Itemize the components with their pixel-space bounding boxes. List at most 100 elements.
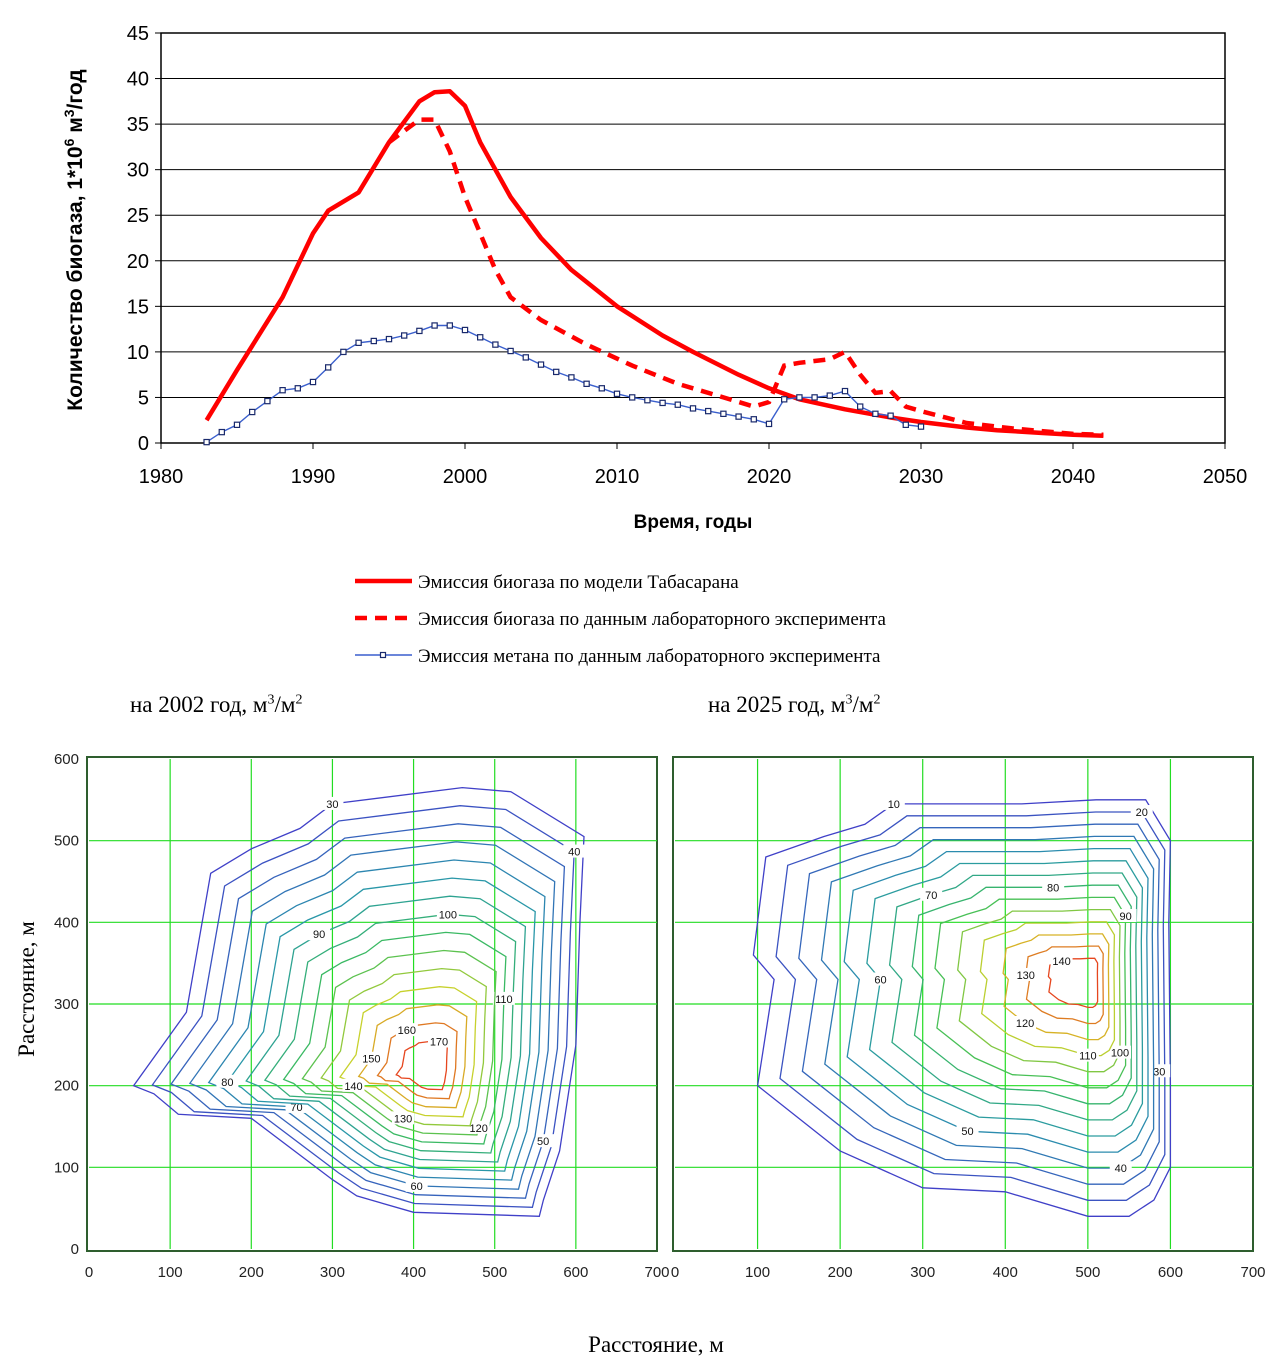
contour-x-axis-label: Расстояние, м [588, 1332, 724, 1357]
contour-label-bg [308, 927, 331, 941]
series-point [385, 335, 393, 343]
contour-label-bg [1076, 1048, 1099, 1062]
contour-line [376, 1022, 458, 1100]
series-point [294, 385, 302, 392]
x-tick-label: 2000 [443, 466, 488, 488]
contour-label-bg [392, 1111, 415, 1125]
x-axis-label: Время, годы [634, 512, 753, 533]
series-point [750, 416, 758, 423]
series-point [689, 405, 697, 412]
contour-line [843, 847, 1149, 1153]
series-point [583, 380, 590, 388]
contour-label: 70 [290, 1102, 302, 1114]
x-tick-label: 2010 [595, 466, 640, 488]
y-axis-label: Количество биогаза, 1*106 м3/год [61, 69, 87, 411]
y-axis-label-part: /год [64, 69, 87, 109]
x-tick-label: 700 [644, 1264, 669, 1281]
contour-line [395, 1040, 448, 1091]
contour-label: 30 [1153, 1066, 1165, 1078]
series-point [872, 410, 879, 418]
contour-label-bg [216, 1074, 239, 1088]
contour-label-bg [467, 1120, 490, 1134]
y-axis-label-part: м [64, 117, 87, 138]
series-point [735, 413, 742, 420]
contour-label: 90 [313, 929, 325, 941]
y-axis-label-sup: 3 [61, 109, 77, 117]
contour-line [132, 786, 585, 1217]
contour-2002-x-ticks: 0 100 200 300 400 500 600 700 [85, 1264, 670, 1281]
contour-label-bg [492, 991, 515, 1005]
contour-label-bg [869, 972, 892, 986]
contour-label-bg [360, 1051, 383, 1065]
contour-line [207, 859, 546, 1181]
contour-line [301, 949, 497, 1136]
x-tick-label: 600 [563, 1264, 588, 1281]
y-tick-label: 30 [127, 160, 149, 182]
contour-label: 50 [537, 1136, 549, 1148]
contour-label: 80 [221, 1077, 233, 1089]
contour-label-bg [882, 796, 905, 810]
legend-label: Эмиссия биогаза по данным лабораторного … [418, 609, 886, 630]
contour-label: 60 [411, 1181, 423, 1193]
x-tick-label: 0 [671, 1264, 679, 1281]
contour-2002-y-ticks: 0 100 200 300 400 500 600 [54, 751, 79, 1258]
contour-label: 100 [1111, 1048, 1129, 1060]
contour-line [151, 805, 575, 1208]
y-tick-label: 25 [127, 205, 149, 227]
contour-label-bg [1014, 1015, 1037, 1029]
contour-label-bg [342, 1078, 365, 1092]
series-point [765, 420, 773, 428]
contour-line [911, 884, 1132, 1105]
x-tick-label: 100 [158, 1264, 183, 1281]
contour-line [934, 896, 1127, 1089]
contour-label: 10 [888, 799, 900, 811]
series-point [264, 397, 271, 405]
y-tick-label: 5 [138, 387, 149, 409]
contour-label: 90 [1119, 911, 1131, 923]
y-tick-label: 40 [127, 69, 149, 91]
y-tick-label: 600 [54, 751, 79, 768]
series-point [522, 354, 530, 361]
series-point [841, 387, 849, 395]
y-tick-label: 400 [54, 914, 79, 931]
x-tick-label: 2030 [899, 466, 944, 488]
x-tick-label: 1980 [139, 466, 184, 488]
contour-line [1047, 957, 1099, 1009]
contour-label: 110 [1079, 1051, 1097, 1063]
series-point [628, 394, 636, 401]
contour-label: 140 [1052, 956, 1070, 968]
series-point [461, 326, 469, 334]
series-point [233, 421, 241, 429]
contour-label-bg [956, 1124, 979, 1138]
contour-label-bg [1050, 954, 1073, 968]
contour-label: 120 [469, 1123, 487, 1135]
series-point [446, 322, 454, 329]
x-tick-label: 700 [1240, 1264, 1265, 1281]
x-tick-labels: 1980 1990 2000 2010 2020 2030 2040 2050 [139, 443, 1247, 488]
contour-line [775, 811, 1166, 1201]
contour-label-bg [1109, 1161, 1132, 1175]
contour-label: 30 [326, 799, 338, 811]
y-tick-label: 0 [138, 433, 149, 455]
contour-line [170, 823, 566, 1199]
contour-label-bg [1014, 967, 1037, 981]
contour-y-axis-label: Расстояние, м [14, 921, 39, 1057]
contour-label-bg [436, 907, 459, 921]
y-tick-label: 15 [127, 296, 149, 318]
x-tick-label: 300 [320, 1264, 345, 1281]
y-tick-label: 20 [127, 251, 149, 273]
series-point [568, 374, 575, 381]
series-point [309, 378, 317, 386]
contour-label: 160 [398, 1025, 416, 1037]
x-tick-label: 0 [85, 1264, 93, 1281]
y-tick-label: 300 [54, 996, 79, 1013]
legend-swatch-marker [379, 651, 387, 659]
contour-line [338, 986, 478, 1118]
x-tick-label: 2020 [747, 466, 792, 488]
contour-line [957, 908, 1121, 1073]
series-point [431, 322, 438, 329]
contour-label: 130 [1017, 970, 1035, 982]
series-point [477, 334, 484, 341]
x-tick-label: 400 [993, 1264, 1018, 1281]
